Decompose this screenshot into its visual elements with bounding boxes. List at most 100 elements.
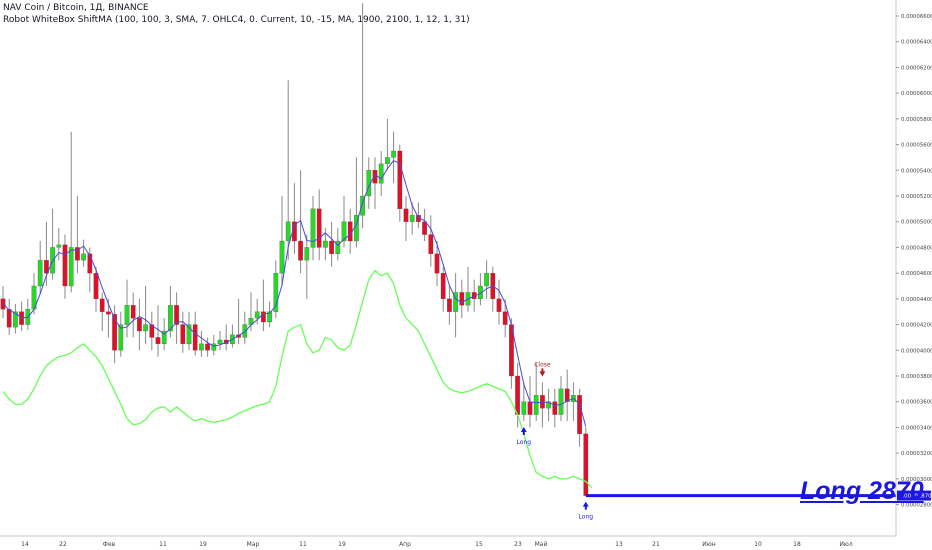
long-signal: Long — [517, 427, 531, 446]
candle-body — [558, 388, 564, 415]
candle-body — [0, 298, 6, 310]
candle-body — [378, 163, 384, 184]
y-tick-label: 0.00004400 — [901, 297, 932, 303]
y-tick-label: 0.00004000 — [901, 348, 932, 354]
candle — [484, 260, 489, 299]
y-tick-label: 0.00005200 — [901, 194, 932, 200]
x-tick-label: 19 — [338, 541, 346, 548]
candle — [279, 196, 285, 286]
candle — [440, 266, 446, 312]
candle — [174, 292, 179, 344]
long-level-label: Long 2870 — [800, 477, 924, 505]
symbol-title: NAV Coin / Bitcoin, 1Д, BINANCE — [3, 3, 149, 13]
candle — [81, 239, 86, 267]
y-tick-label: 0.00006200 — [901, 65, 932, 71]
x-tick-label: 11 — [159, 541, 167, 548]
candle-body — [391, 150, 396, 158]
candle-body — [205, 343, 210, 351]
candle-body — [397, 150, 403, 210]
candle — [106, 298, 111, 338]
candle — [496, 279, 502, 325]
candle-body — [13, 311, 18, 328]
candle — [155, 305, 161, 357]
candle-body — [440, 272, 446, 300]
candle-body — [62, 244, 68, 287]
signal-label: Long — [579, 514, 594, 521]
candle-body — [149, 324, 155, 338]
x-tick-label: Мар — [247, 541, 260, 548]
y-tick-label: 0.00004600 — [901, 271, 932, 277]
candle — [211, 334, 217, 356]
y-tick-label: 0.00003000 — [901, 477, 932, 483]
candle-body — [124, 305, 130, 325]
time-axis: 14 22 Фев 11 19 Мар 11 19 Апр 15 23 Май 13 21 Июн 10 18 И… — [0, 535, 896, 548]
x-tick-label: 15 — [475, 541, 483, 548]
candle — [577, 388, 582, 447]
candle — [558, 376, 564, 421]
y-tick-label: 0.00006000 — [901, 91, 932, 97]
indicator-title: Robot WhiteBox ShiftMA (100, 100, 3, SMA… — [3, 15, 470, 25]
candle — [329, 221, 334, 267]
moving-average-line — [2, 160, 587, 427]
candle — [75, 196, 80, 274]
candle-body — [192, 324, 198, 351]
candle — [230, 324, 235, 348]
signal-label: Close — [534, 361, 551, 368]
candle-body — [75, 247, 80, 261]
candle — [93, 266, 99, 312]
candle — [521, 382, 527, 421]
candle-body — [161, 330, 167, 345]
candle — [409, 202, 415, 235]
x-tick-label: Апр — [399, 541, 411, 548]
candle — [459, 279, 465, 319]
candle-body — [81, 253, 86, 261]
candle-body — [310, 208, 316, 248]
price-label-box — [897, 490, 931, 501]
candle-body — [273, 272, 279, 312]
candle-body — [44, 260, 49, 274]
candle-body — [298, 240, 303, 261]
candle — [273, 260, 279, 319]
candle — [310, 196, 316, 261]
candle-body — [68, 247, 74, 287]
x-tick-label: Фев — [103, 541, 116, 548]
y-tick-label: 0.00006600 — [901, 14, 932, 20]
signals-layer: Long Close Long — [517, 361, 594, 520]
candle — [118, 311, 124, 357]
candle-body — [112, 314, 117, 351]
down-arrow-icon — [539, 368, 546, 377]
candle-body — [137, 317, 142, 332]
x-tick-label: 19 — [199, 541, 207, 548]
candle — [546, 388, 551, 421]
y-tick-label: 0.00003200 — [901, 451, 932, 457]
candle-body — [106, 311, 111, 315]
candle-body — [6, 308, 12, 328]
candle — [25, 298, 31, 330]
candle-body — [335, 240, 341, 255]
y-tick-label: 0.00002800 — [901, 503, 932, 509]
candle — [261, 279, 266, 331]
candle — [124, 279, 130, 338]
candle — [285, 80, 291, 261]
candle-body — [385, 157, 390, 165]
candle-body — [502, 311, 508, 325]
candle-body — [316, 208, 322, 248]
x-tick-label: 22 — [59, 541, 67, 548]
candle — [304, 234, 310, 299]
candle-body — [422, 221, 427, 235]
candle — [478, 273, 483, 306]
candle-body — [360, 195, 365, 216]
candle-body — [434, 253, 440, 274]
candle — [465, 266, 471, 312]
candle — [37, 241, 43, 294]
candles-layer — [0, 3, 589, 496]
candle — [68, 131, 74, 293]
candle-body — [99, 298, 105, 312]
candle-body — [428, 234, 434, 255]
candle-body — [527, 401, 533, 415]
x-tick-label: Июл — [839, 541, 853, 548]
candle — [453, 273, 458, 338]
price-axis: 0.00006600 0.00006400 0.00006200 0.00006000… — [895, 0, 932, 536]
price-label: 0.00002870 — [899, 494, 932, 500]
x-tick-label: 21 — [652, 541, 660, 548]
